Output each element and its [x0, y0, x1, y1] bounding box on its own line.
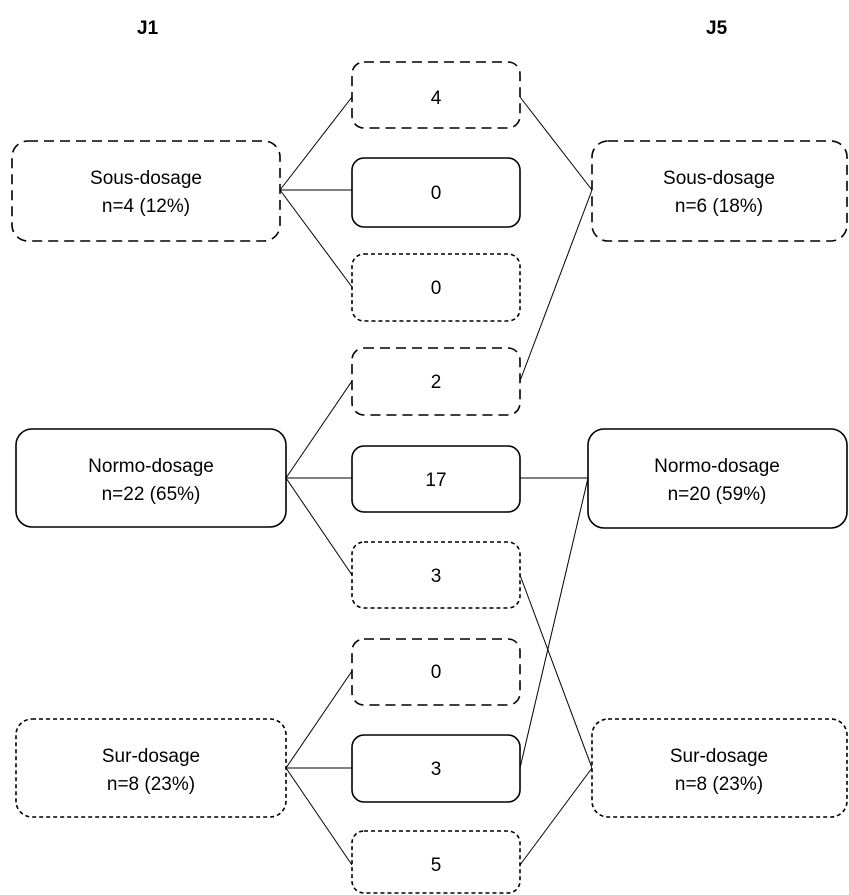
node-box — [15, 428, 287, 528]
node-count: n=22 (65%) — [102, 484, 201, 505]
right-node-normo-dosage: Normo-dosage n=20 (59%) — [587, 428, 848, 529]
connector — [279, 189, 353, 288]
connector — [519, 189, 593, 382]
connector — [519, 574, 593, 769]
left-node-sur-dosage: Sur-dosage n=8 (23%) — [15, 718, 287, 818]
node-title: Sous-dosage — [90, 168, 202, 189]
node-box — [11, 140, 281, 242]
node-title: Sous-dosage — [663, 168, 775, 189]
left-node-sous-dosage: Sous-dosage n=4 (12%) — [11, 140, 281, 242]
connector — [285, 380, 353, 479]
transition-box-normo-to-normo: 17 — [351, 445, 521, 513]
connector — [285, 670, 353, 769]
transition-count: 17 — [425, 470, 446, 491]
node-box — [591, 718, 848, 818]
header-j1: J1 — [137, 18, 159, 39]
node-count: n=8 (23%) — [675, 774, 763, 795]
transition-box-sous-to-sur: 0 — [351, 253, 521, 322]
connector — [279, 96, 353, 191]
connectors-right — [519, 96, 593, 866]
node-box — [591, 140, 848, 242]
node-title: Sur-dosage — [670, 746, 768, 767]
transition-box-sous-to-normo: 0 — [351, 157, 521, 228]
transition-count: 5 — [431, 855, 442, 876]
transition-count: 0 — [431, 662, 442, 683]
node-title: Normo-dosage — [654, 456, 780, 477]
transition-box-sur-to-normo: 3 — [351, 734, 521, 803]
right-node-sur-dosage: Sur-dosage n=8 (23%) — [591, 718, 848, 818]
connector — [285, 477, 353, 576]
transition-frame — [351, 445, 521, 513]
node-count: n=6 (18%) — [675, 196, 763, 217]
left-node-normo-dosage: Normo-dosage n=22 (65%) — [15, 428, 287, 528]
transition-box-sur-to-sur: 5 — [351, 830, 521, 894]
transition-frame — [351, 830, 521, 894]
node-count: n=8 (23%) — [107, 774, 195, 795]
transition-box-normo-to-sur: 3 — [351, 541, 521, 609]
node-count: n=4 (12%) — [102, 196, 190, 217]
header-j5: J5 — [706, 18, 728, 39]
connector — [519, 96, 593, 191]
transition-count: 3 — [431, 759, 442, 780]
transition-frame — [351, 347, 521, 416]
node-title: Sur-dosage — [102, 746, 200, 767]
transition-count: 0 — [431, 183, 442, 204]
connector — [519, 477, 589, 769]
transition-box-normo-to-sous: 2 — [351, 347, 521, 416]
transition-count: 3 — [431, 566, 442, 587]
transition-box-sur-to-sous: 0 — [351, 638, 521, 706]
transition-frame — [351, 734, 521, 803]
transition-frame — [351, 157, 521, 228]
connector — [519, 767, 593, 866]
transition-count: 2 — [431, 372, 442, 393]
transition-frame — [351, 253, 521, 322]
transition-box-sous-to-sous: 4 — [351, 61, 521, 129]
transition-frame — [351, 638, 521, 706]
transition-count: 4 — [431, 88, 442, 109]
connectors-left — [279, 96, 353, 866]
node-box — [587, 428, 848, 529]
node-box — [15, 718, 287, 818]
node-count: n=20 (59%) — [668, 484, 767, 505]
connector — [285, 767, 353, 866]
right-node-sous-dosage: Sous-dosage n=6 (18%) — [591, 140, 848, 242]
transition-count: 0 — [431, 278, 442, 299]
transition-frame — [351, 61, 521, 129]
node-title: Normo-dosage — [88, 456, 214, 477]
transition-frame — [351, 541, 521, 609]
